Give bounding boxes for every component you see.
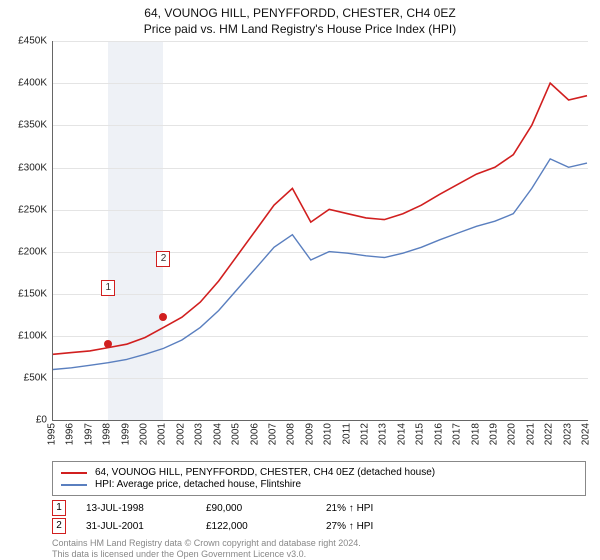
sale-event-price: £90,000 [206,503,326,514]
y-axis-label: £100K [3,330,47,341]
chart-title-line2: Price paid vs. HM Land Registry's House … [0,22,600,38]
y-axis-label: £400K [3,78,47,89]
x-axis-label: 2006 [249,423,260,445]
sale-event-price: £122,000 [206,521,326,532]
x-axis-label: 1995 [47,423,58,445]
price-index-chart: 64, VOUNOG HILL, PENYFFORDD, CHESTER, CH… [0,0,600,560]
chart-title-line1: 64, VOUNOG HILL, PENYFFORDD, CHESTER, CH… [0,6,600,22]
legend: 64, VOUNOG HILL, PENYFFORDD, CHESTER, CH… [52,461,586,496]
x-axis-label: 2001 [157,423,168,445]
sale-event-row: 2 31-JUL-2001 £122,000 27% ↑ HPI [52,518,586,534]
x-axis-label: 2011 [341,423,352,445]
sale-marker-dot [104,340,112,348]
sale-marker-box: 2 [156,251,170,267]
sale-marker-dot [159,313,167,321]
sale-event-row: 1 13-JUL-1998 £90,000 21% ↑ HPI [52,500,586,516]
legend-label: 64, VOUNOG HILL, PENYFFORDD, CHESTER, CH… [95,467,435,478]
x-axis-label: 2018 [470,423,481,445]
x-axis-label: 2007 [267,423,278,445]
x-axis-label: 2016 [433,423,444,445]
x-axis-label: 2013 [378,423,389,445]
sale-marker-box: 1 [101,280,115,296]
y-axis-label: £50K [3,373,47,384]
x-axis-label: 2012 [360,423,371,445]
x-axis-label: 2004 [212,423,223,445]
x-axis-label: 1998 [102,423,113,445]
x-axis-label: 2000 [139,423,150,445]
legend-swatch [61,472,87,474]
x-axis-label: 2017 [452,423,463,445]
x-axis-label: 1996 [65,423,76,445]
sale-event-marker: 2 [52,518,66,534]
series-line-hpi [53,159,587,370]
plot-area: £0£50K£100K£150K£200K£250K£300K£350K£400… [52,41,588,421]
y-axis-label: £300K [3,162,47,173]
footer-line1: Contains HM Land Registry data © Crown c… [52,538,586,549]
y-axis-label: £200K [3,246,47,257]
x-axis-label: 2008 [286,423,297,445]
legend-item-property: 64, VOUNOG HILL, PENYFFORDD, CHESTER, CH… [61,467,577,478]
sale-event-delta: 21% ↑ HPI [326,503,446,514]
x-axis-label: 2014 [396,423,407,445]
x-axis-label: 2019 [488,423,499,445]
x-axis-label: 2022 [544,423,555,445]
sale-event-marker: 1 [52,500,66,516]
x-axis-label: 2024 [581,423,592,445]
legend-swatch [61,484,87,486]
x-axis-label: 2015 [415,423,426,445]
y-axis-label: £0 [3,415,47,426]
x-axis-label: 2020 [507,423,518,445]
series-line-property [53,83,587,354]
x-axis-label: 2002 [175,423,186,445]
x-axis-label: 2005 [231,423,242,445]
y-axis-label: £250K [3,204,47,215]
y-axis-label: £150K [3,288,47,299]
x-axis-label: 2009 [304,423,315,445]
sale-event-delta: 27% ↑ HPI [326,521,446,532]
x-axis-label: 2010 [323,423,334,445]
x-axis-labels: 1995199619971998199920002001200220032004… [52,421,600,455]
x-axis-label: 2021 [525,423,536,445]
footer-line2: This data is licensed under the Open Gov… [52,549,586,560]
chart-lines-svg [53,41,588,420]
legend-item-hpi: HPI: Average price, detached house, Flin… [61,479,577,490]
legend-label: HPI: Average price, detached house, Flin… [95,479,301,490]
sale-event-date: 13-JUL-1998 [86,503,206,514]
x-axis-label: 1997 [83,423,94,445]
y-axis-label: £350K [3,120,47,131]
sale-event-date: 31-JUL-2001 [86,521,206,532]
x-axis-label: 1999 [120,423,131,445]
y-axis-label: £450K [3,36,47,47]
chart-title-block: 64, VOUNOG HILL, PENYFFORDD, CHESTER, CH… [0,0,600,41]
footer-license: Contains HM Land Registry data © Crown c… [52,538,586,560]
sale-events: 1 13-JUL-1998 £90,000 21% ↑ HPI 2 31-JUL… [52,500,586,534]
x-axis-label: 2003 [194,423,205,445]
x-axis-label: 2023 [562,423,573,445]
